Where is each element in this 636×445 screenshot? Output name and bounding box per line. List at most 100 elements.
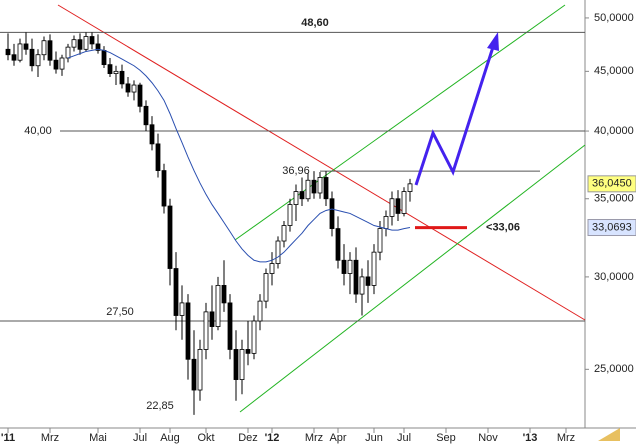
candle-body bbox=[269, 263, 275, 274]
candle-body bbox=[83, 36, 89, 50]
y-tick-label: 40,0000 bbox=[594, 125, 634, 137]
y-tick-label: 35,0000 bbox=[594, 193, 634, 205]
candle-body bbox=[257, 300, 263, 322]
candle-body bbox=[305, 179, 311, 200]
candle-body bbox=[353, 259, 359, 295]
candle-body bbox=[215, 285, 221, 327]
candle-body bbox=[167, 205, 173, 269]
level-label: <33,06 bbox=[486, 222, 520, 234]
x-tick-label: Nov bbox=[478, 432, 498, 444]
candle-body bbox=[383, 216, 389, 229]
candle-body bbox=[227, 302, 233, 350]
candle-body bbox=[245, 349, 251, 354]
candle-body bbox=[11, 54, 17, 61]
candle-body bbox=[71, 39, 77, 48]
candle-body bbox=[377, 228, 383, 253]
candle-body bbox=[395, 198, 401, 214]
candle-body bbox=[65, 46, 71, 59]
x-tick-label: Sep bbox=[436, 432, 456, 444]
x-tick-label: Dez bbox=[238, 432, 258, 444]
candle-body bbox=[107, 64, 113, 75]
x-tick-label: Mrz bbox=[305, 432, 323, 444]
x-tick-label: Aug bbox=[160, 432, 180, 444]
candle-body bbox=[275, 240, 281, 264]
last-price-box bbox=[587, 175, 636, 193]
candle-body bbox=[53, 59, 59, 70]
candle-body bbox=[143, 105, 149, 126]
candle-body bbox=[191, 358, 197, 391]
x-tick-label: '11 bbox=[1, 432, 15, 444]
candle-body bbox=[329, 198, 335, 229]
resistance-trendline bbox=[57, 4, 586, 321]
candle-body bbox=[359, 276, 365, 295]
candle-body bbox=[317, 177, 323, 194]
x-tick-label: Apr bbox=[329, 432, 346, 444]
candle-body bbox=[5, 48, 11, 56]
x-tick-label: Mai bbox=[89, 432, 107, 444]
candle-body bbox=[401, 191, 407, 214]
candle-body bbox=[209, 311, 215, 327]
candle-body bbox=[149, 124, 155, 145]
x-tick-label: Okt bbox=[197, 432, 214, 444]
candle-body bbox=[281, 225, 287, 242]
candle-body bbox=[287, 204, 293, 226]
candle-body bbox=[113, 70, 119, 75]
last-average-label: 33,0693 bbox=[592, 221, 632, 233]
candle-body bbox=[29, 48, 35, 67]
candle-body bbox=[17, 43, 23, 61]
candle-body bbox=[101, 49, 107, 66]
candle-body bbox=[131, 84, 137, 93]
candle-body bbox=[263, 273, 269, 302]
arrow-head bbox=[487, 32, 499, 51]
candle-body bbox=[173, 268, 179, 316]
forecast-arrow bbox=[414, 46, 495, 186]
candle-body bbox=[185, 302, 191, 360]
y-tick-label: 50,0000 bbox=[594, 12, 634, 24]
candle-body bbox=[323, 177, 329, 200]
lower-channel-line bbox=[239, 144, 586, 413]
candle-body bbox=[203, 311, 209, 350]
x-tick-label: Jun bbox=[365, 432, 383, 444]
x-tick-label: '12 bbox=[265, 432, 280, 444]
candle-body bbox=[179, 302, 185, 316]
candle-body bbox=[119, 70, 125, 85]
level-label: 27,50 bbox=[106, 306, 134, 318]
candle-body bbox=[365, 276, 371, 286]
candle-body bbox=[89, 36, 95, 45]
candle-body bbox=[233, 349, 239, 380]
x-tick-label: Jul bbox=[397, 432, 411, 444]
candle-body bbox=[161, 170, 167, 207]
candle-body bbox=[47, 40, 53, 61]
candle-body bbox=[293, 191, 299, 205]
x-tick-label: Mrz bbox=[41, 432, 59, 444]
y-tick-label: 25,0000 bbox=[594, 363, 634, 375]
level-label: 48,60 bbox=[301, 17, 329, 29]
candle-body bbox=[77, 39, 83, 50]
candle-body bbox=[347, 259, 353, 274]
candle-body bbox=[341, 259, 347, 274]
candle-body bbox=[137, 84, 143, 107]
x-tick-label: Jul bbox=[133, 432, 147, 444]
candle-body bbox=[23, 43, 29, 50]
corner-icon bbox=[598, 428, 620, 441]
candle-body bbox=[59, 57, 65, 70]
candle-body bbox=[95, 43, 101, 51]
x-tick-label: '13 bbox=[523, 432, 538, 444]
candle-body bbox=[335, 228, 341, 261]
last-average-box bbox=[587, 219, 636, 237]
candle-body bbox=[407, 183, 413, 192]
y-tick-label: 45,0000 bbox=[594, 65, 634, 77]
candle-body bbox=[197, 349, 203, 391]
candle-body bbox=[41, 40, 47, 56]
last-price-label: 36,0450 bbox=[592, 178, 632, 190]
candle-body bbox=[221, 285, 227, 304]
candle-body bbox=[239, 349, 245, 380]
candle-body bbox=[35, 54, 41, 67]
candle-body bbox=[125, 83, 131, 93]
level-label: 36,96 bbox=[282, 165, 310, 177]
candle-body bbox=[371, 251, 377, 286]
y-tick-label: 30,0000 bbox=[594, 271, 634, 283]
candle-body bbox=[311, 179, 317, 194]
